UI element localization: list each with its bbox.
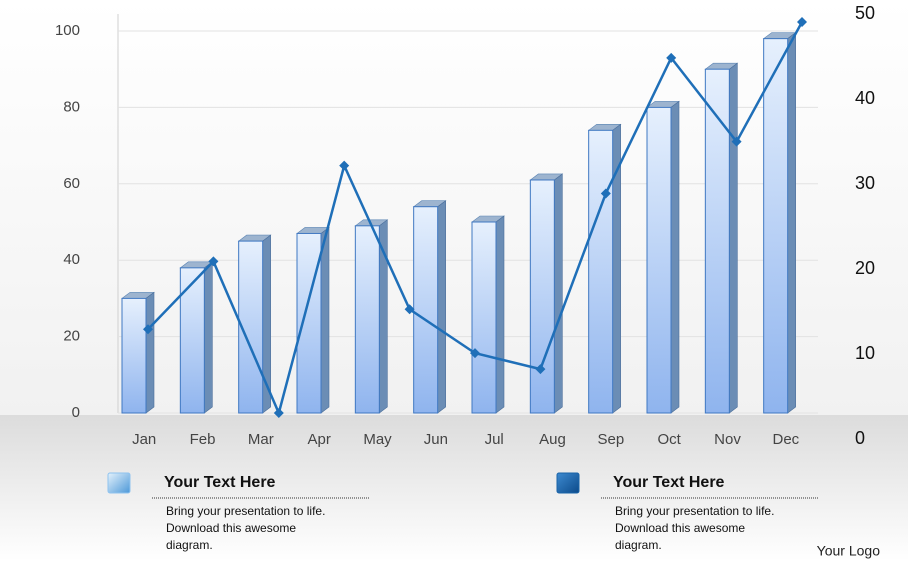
- bar-3d: [354, 219, 389, 414]
- bar-side: [145, 291, 155, 414]
- bar: [179, 267, 205, 414]
- legend-title: Your Text Here: [164, 474, 276, 491]
- bar-side: [320, 226, 330, 414]
- legend-text: Bring your presentation to life.: [166, 504, 325, 518]
- legend-title: Your Text Here: [613, 474, 725, 491]
- bar-3d: [587, 123, 622, 414]
- y2-tick-label: 20: [855, 258, 875, 278]
- bar: [296, 232, 322, 414]
- x-tick-label: Feb: [190, 431, 216, 448]
- bar-3d: [121, 291, 155, 414]
- line-marker: [666, 52, 677, 63]
- bar-3d: [412, 200, 447, 414]
- y2-tick-label: 0: [855, 428, 865, 448]
- bar: [646, 106, 672, 414]
- y-tick-label: 100: [55, 22, 80, 39]
- bar-3d: [646, 100, 680, 414]
- bar-3d: [296, 226, 330, 414]
- y-tick-label: 60: [63, 175, 80, 192]
- x-tick-label: Mar: [248, 431, 274, 448]
- line-marker: [797, 16, 807, 27]
- bar-side: [495, 215, 505, 414]
- line-marker: [731, 136, 742, 147]
- logo: Your Logo: [817, 543, 881, 559]
- x-tick-label: Oct: [657, 431, 681, 448]
- y2-tick-label: 40: [855, 88, 875, 108]
- bar-3d: [762, 32, 797, 414]
- bar: [588, 129, 614, 414]
- bar-3d: [529, 173, 564, 414]
- bar: [763, 38, 789, 414]
- bar: [121, 297, 147, 414]
- legend-swatch: [556, 472, 580, 494]
- legend-text: Bring your presentation to life.: [615, 504, 774, 518]
- legend-text: diagram.: [166, 538, 213, 552]
- y-tick-label: 40: [63, 251, 80, 268]
- bar-side: [204, 261, 213, 414]
- line-marker: [600, 188, 611, 199]
- line-marker: [339, 160, 350, 171]
- x-tick-label: Sep: [597, 431, 624, 448]
- y2-tick-label: 50: [855, 3, 875, 23]
- line-marker: [470, 348, 480, 359]
- y-tick-label: 0: [72, 404, 80, 421]
- x-tick-label: Apr: [307, 431, 330, 448]
- legend-text: diagram.: [615, 538, 662, 552]
- y-tick-label: 80: [63, 98, 80, 115]
- bar: [413, 206, 439, 414]
- line-marker: [208, 256, 219, 267]
- bar-side: [729, 62, 738, 414]
- bar-side: [554, 173, 563, 414]
- x-tick-label: May: [363, 431, 392, 448]
- bar: [354, 225, 380, 414]
- bar-3d: [237, 234, 272, 414]
- bar-side: [437, 200, 446, 414]
- bar-3d: [704, 62, 739, 414]
- legend-text: Download this awesome: [166, 521, 296, 535]
- x-tick-label: Aug: [539, 431, 566, 448]
- x-tick-label: Nov: [714, 431, 741, 448]
- line-marker: [404, 304, 415, 315]
- x-tick-label: Jul: [485, 431, 504, 448]
- bar-side: [787, 32, 796, 414]
- y-tick-label: 20: [63, 328, 80, 345]
- y2-tick-label: 10: [855, 343, 875, 363]
- legend-swatch: [107, 472, 131, 494]
- x-tick-label: Dec: [772, 431, 799, 448]
- bar: [471, 221, 497, 414]
- line-marker: [273, 408, 284, 418]
- bar-3d: [471, 215, 505, 414]
- bar-side: [670, 100, 680, 414]
- x-tick-label: Jun: [424, 431, 448, 448]
- y2-tick-label: 30: [855, 173, 875, 193]
- x-tick-label: Jan: [132, 431, 156, 448]
- bar: [529, 179, 555, 414]
- line-marker: [143, 324, 153, 335]
- line-marker: [535, 364, 546, 375]
- bar: [704, 68, 730, 414]
- legend-text: Download this awesome: [615, 521, 745, 535]
- bar-3d: [179, 261, 214, 414]
